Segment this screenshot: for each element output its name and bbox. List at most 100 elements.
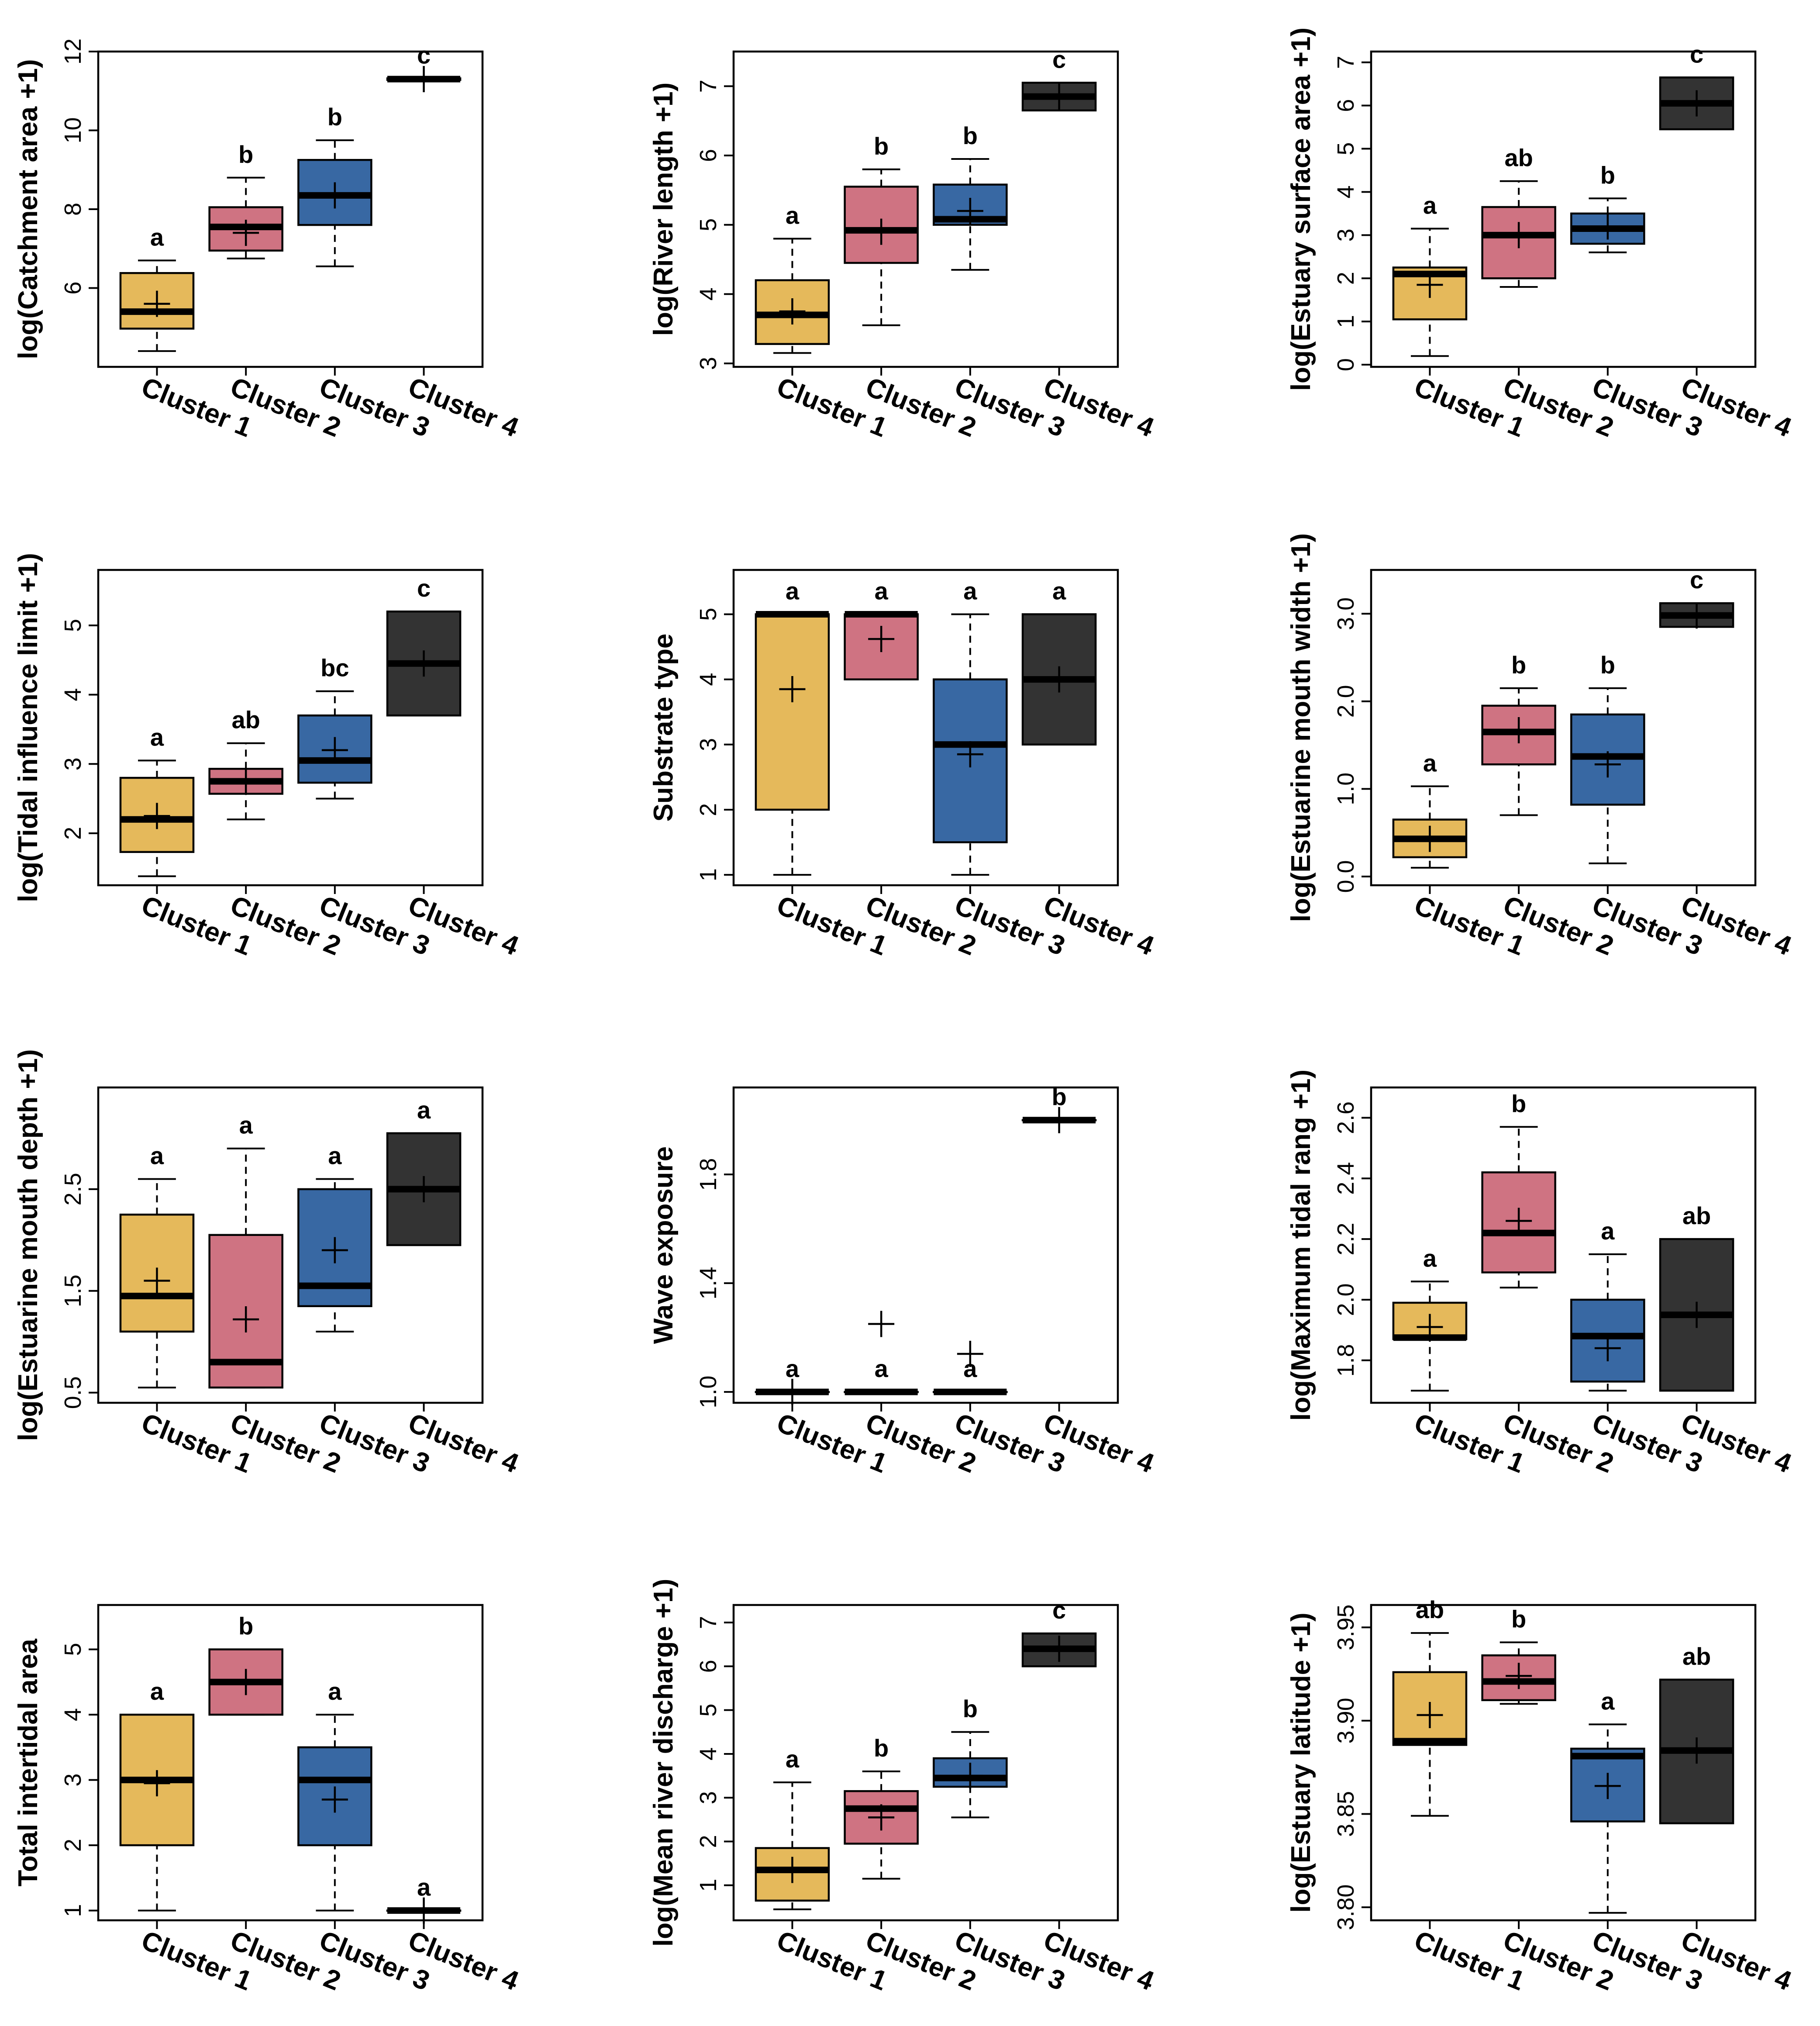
y-axis-label: log(Estuary latitude +1) xyxy=(1286,1612,1316,1912)
y-tick-label: 0.5 xyxy=(60,1376,86,1409)
box-cluster-1: a xyxy=(119,723,195,877)
y-tick-label: 3 xyxy=(60,1774,86,1787)
significance-letter: b xyxy=(238,1612,253,1640)
y-tick-label: 6 xyxy=(1333,99,1359,112)
y-tick-label: 3.85 xyxy=(1333,1791,1359,1837)
box-cluster-3: a xyxy=(1570,1687,1645,1914)
mean-marker xyxy=(957,197,983,224)
box-cluster-2: ab xyxy=(208,706,283,821)
mean-marker xyxy=(868,626,895,652)
box-cluster-1: a xyxy=(755,201,830,354)
box-cluster-3: b xyxy=(1570,161,1645,253)
significance-letter: a xyxy=(1601,1687,1615,1715)
y-tick-label: 5 xyxy=(695,218,721,231)
y-axis-label: log(Mean river discharge +1) xyxy=(648,1579,679,1947)
y-axis-label: log(Catchment area +1) xyxy=(13,59,43,359)
significance-letter: c xyxy=(417,41,431,69)
y-tick-label: 1 xyxy=(695,868,721,881)
y-tick-label: 3 xyxy=(1333,228,1359,242)
y-axis-label: log(Maximum tidal rang +1) xyxy=(1286,1070,1316,1421)
mean-marker xyxy=(957,1763,983,1789)
y-tick-label: 10 xyxy=(60,117,86,143)
y-tick-label: 2 xyxy=(695,803,721,816)
mean-marker xyxy=(410,66,437,93)
box-cluster-1: ab xyxy=(1392,1596,1468,1817)
mean-marker xyxy=(1506,1663,1532,1689)
y-tick-label: 2 xyxy=(695,1835,721,1848)
significance-letter: c xyxy=(1690,40,1703,68)
box-cluster-3: a xyxy=(933,1340,1008,1395)
y-tick-label: 3.90 xyxy=(1333,1698,1359,1743)
plot-frame xyxy=(1370,1604,1757,1922)
box-cluster-4: c xyxy=(1659,40,1734,131)
box-cluster-3: a xyxy=(297,1142,372,1332)
y-tick-label: 6 xyxy=(695,1660,721,1673)
y-tick-label: 3.80 xyxy=(1333,1884,1359,1930)
significance-letter: a xyxy=(150,723,164,751)
mean-marker xyxy=(1046,1636,1072,1662)
box-cluster-3: b xyxy=(933,1695,1008,1819)
y-axis-label: Wave exposure xyxy=(648,1146,679,1344)
box-cluster-3: a xyxy=(297,1677,372,1912)
y-tick-label: 2 xyxy=(60,1839,86,1852)
box-cluster-4: a xyxy=(386,1096,462,1246)
box-cluster-2: ab xyxy=(1481,144,1556,288)
plot-frame xyxy=(732,569,1119,887)
mean-marker xyxy=(1417,272,1443,298)
box-cluster-2: b xyxy=(208,1612,283,1716)
box-iqr xyxy=(1481,1171,1556,1274)
y-tick-label: 2.0 xyxy=(1333,685,1359,718)
mean-marker xyxy=(1506,717,1532,744)
mean-marker xyxy=(410,1897,437,1924)
mean-marker xyxy=(410,1176,437,1202)
significance-letter: a xyxy=(150,1677,164,1705)
mean-marker xyxy=(233,768,259,794)
plot-frame xyxy=(97,1086,484,1404)
y-tick-label: 0 xyxy=(1333,358,1359,371)
y-tick-label: 3 xyxy=(695,1791,721,1804)
box-cluster-3: b xyxy=(1570,651,1645,864)
mean-marker xyxy=(1594,213,1621,240)
y-tick-label: 5 xyxy=(1333,142,1359,155)
box-cluster-4: c xyxy=(386,41,462,93)
y-tick-label: 5 xyxy=(60,1643,86,1656)
significance-letter: c xyxy=(417,574,431,602)
y-tick-label: 8 xyxy=(60,203,86,216)
mean-marker xyxy=(233,1306,259,1333)
box-cluster-4: c xyxy=(1021,45,1097,112)
significance-letter: ab xyxy=(1682,1202,1711,1229)
significance-letter: b xyxy=(1051,1083,1066,1111)
box-cluster-2: b xyxy=(844,1734,919,1880)
y-tick-label: 2.5 xyxy=(60,1173,86,1205)
significance-letter: b xyxy=(1511,1090,1526,1117)
y-tick-label: 4 xyxy=(695,673,721,686)
box-cluster-3: b xyxy=(297,103,372,267)
significance-letter: b xyxy=(1600,161,1615,189)
significance-letter: a xyxy=(417,1096,431,1124)
box-cluster-3: a xyxy=(933,577,1008,876)
significance-letter: b xyxy=(874,132,889,160)
plot-frame xyxy=(97,569,484,887)
mean-marker xyxy=(410,650,437,677)
y-axis-label: log(Estuary surface area +1) xyxy=(1286,28,1316,391)
chart-panel: 0.0 1.0 2.0 3.0 log(Estuarine mouth width +1… xyxy=(1286,533,1796,962)
significance-letter: a xyxy=(328,1677,342,1705)
significance-letter: b xyxy=(1511,1605,1526,1633)
y-tick-label: 4 xyxy=(695,1747,721,1760)
mean-marker xyxy=(321,737,348,763)
box-cluster-3: a xyxy=(1570,1217,1645,1392)
box-iqr xyxy=(119,777,195,853)
y-tick-label: 3.0 xyxy=(1333,597,1359,630)
significance-letter: a xyxy=(1601,1217,1615,1245)
box-cluster-1: a xyxy=(1392,749,1468,869)
box-cluster-1: a xyxy=(755,1745,830,1910)
plot-frame xyxy=(732,1086,1119,1404)
mean-marker xyxy=(1046,666,1072,693)
mean-marker xyxy=(321,1786,348,1813)
box-cluster-4: a xyxy=(386,1874,462,1924)
